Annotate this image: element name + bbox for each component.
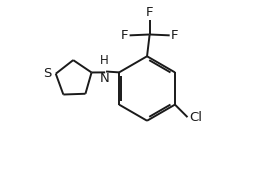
Text: Cl: Cl — [189, 111, 202, 124]
Text: F: F — [171, 29, 179, 42]
Text: N: N — [99, 72, 109, 85]
Text: S: S — [43, 67, 51, 80]
Text: F: F — [146, 6, 153, 19]
Text: F: F — [121, 29, 128, 42]
Text: H: H — [100, 54, 109, 67]
